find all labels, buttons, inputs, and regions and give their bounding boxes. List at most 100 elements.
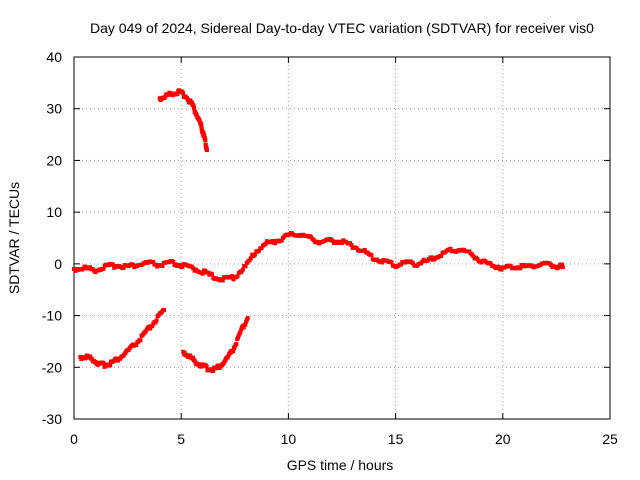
grid (74, 57, 610, 419)
series-lower-right-trace (181, 316, 250, 373)
data-point (247, 258, 252, 263)
data-point (475, 257, 480, 262)
data-point (211, 368, 216, 373)
chart-title: Day 049 of 2024, Sidereal Day-to-day VTE… (90, 20, 594, 36)
data-point (256, 248, 261, 253)
data-point (192, 106, 197, 111)
x-axis-title: GPS time / hours (287, 457, 394, 473)
data-point (499, 267, 504, 272)
data-point (467, 249, 472, 254)
data-point (230, 274, 235, 279)
data-point (88, 354, 93, 359)
data-point (192, 358, 197, 363)
data-point (73, 268, 78, 273)
data-point (148, 326, 153, 331)
data-point (199, 123, 204, 128)
data-point (150, 324, 155, 329)
data-point (197, 118, 202, 123)
data-point (239, 269, 244, 274)
data-point (151, 259, 156, 264)
data-point (279, 238, 284, 243)
data-point (508, 264, 513, 269)
data-point (234, 342, 239, 347)
series-main-trace (72, 230, 565, 283)
x-tick-label: 5 (177, 431, 185, 447)
data-point (206, 270, 210, 275)
data-point (203, 143, 208, 148)
data-point (496, 265, 501, 270)
data-point (88, 265, 93, 270)
y-tick-label: 40 (46, 49, 62, 65)
data-point (154, 318, 159, 323)
data-point (362, 247, 367, 252)
data-point (448, 246, 453, 251)
data-point (101, 361, 106, 366)
data-point (190, 355, 195, 360)
data-point (439, 253, 444, 258)
data-point (134, 343, 139, 348)
data-point (488, 261, 493, 266)
x-tick-label: 0 (70, 431, 78, 447)
data-point (248, 256, 253, 261)
data-point (189, 100, 194, 105)
data-point (518, 266, 523, 271)
data-point (243, 264, 248, 269)
data-point (204, 364, 209, 369)
data-point (96, 362, 101, 367)
x-tick-label: 25 (602, 431, 618, 447)
data-point (245, 316, 250, 321)
data-point (240, 267, 245, 272)
data-point (210, 272, 215, 277)
data-point (108, 363, 113, 368)
data-point (204, 148, 209, 153)
series-lower-left-trace (78, 308, 167, 369)
data-point (171, 259, 176, 264)
data-point (220, 278, 225, 283)
y-tick-label: 0 (54, 256, 62, 272)
data-point (263, 241, 268, 246)
y-tick-label: -30 (42, 411, 62, 427)
data-point (160, 264, 165, 269)
axis-ticks: 0 5 10 15 20 25 -30 -20 -10 0 10 20 30 40 (42, 49, 618, 447)
data-point (369, 253, 374, 258)
data-point (181, 91, 186, 96)
data-point (191, 103, 196, 108)
data-point (200, 271, 205, 276)
y-axis-title: SDTVAR / TECUs (6, 182, 22, 294)
data-point (162, 308, 167, 313)
data-point (429, 255, 434, 260)
x-tick-label: 10 (281, 431, 297, 447)
data-point (180, 264, 185, 269)
plot-frame (73, 56, 611, 420)
data-point (389, 260, 394, 265)
data-point (175, 91, 180, 96)
data-point (411, 261, 416, 266)
x-tick-label: 20 (495, 431, 511, 447)
data-point (238, 329, 243, 334)
data-point (330, 238, 335, 243)
x-tick-label: 15 (388, 431, 404, 447)
data-point (191, 266, 196, 271)
data-point (252, 252, 257, 257)
data-point (235, 274, 240, 279)
data-point (380, 260, 385, 265)
data-point (549, 262, 554, 267)
data-point (199, 364, 204, 369)
data-point (130, 262, 135, 267)
y-tick-label: -10 (42, 308, 62, 324)
y-tick-label: -20 (42, 359, 62, 375)
data-point (349, 242, 354, 247)
y-tick-label: 10 (46, 204, 62, 220)
data-point (560, 262, 565, 267)
data-point (143, 329, 148, 334)
data-point (101, 266, 106, 271)
series-layer (72, 88, 565, 373)
data-point (121, 266, 126, 271)
data-point (398, 262, 403, 267)
data-point (231, 348, 236, 353)
data-point (560, 265, 565, 270)
data-point (110, 262, 115, 267)
data-point (163, 94, 168, 99)
data-point (243, 322, 248, 327)
